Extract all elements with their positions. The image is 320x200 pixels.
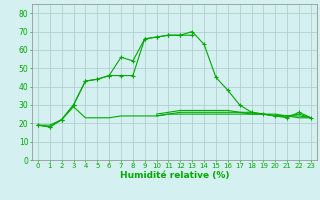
X-axis label: Humidité relative (%): Humidité relative (%) <box>120 171 229 180</box>
